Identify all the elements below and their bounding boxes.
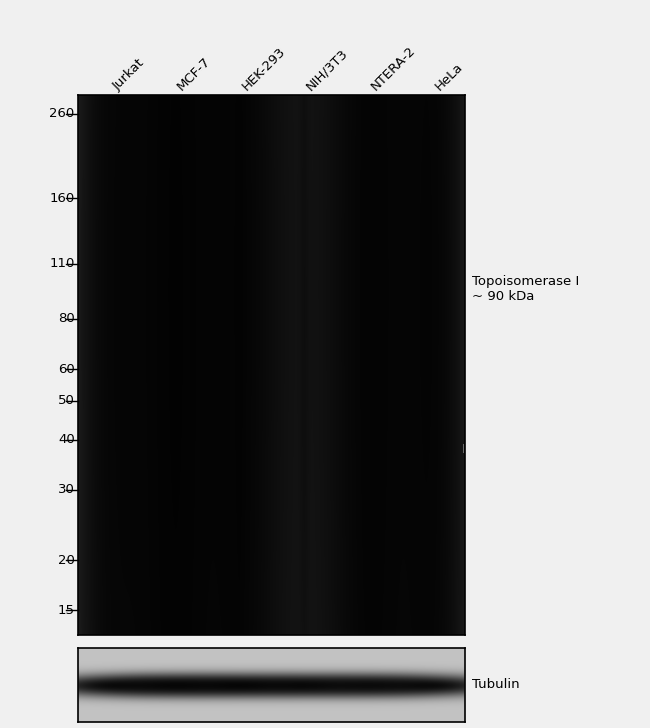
Text: 80: 80 <box>58 312 75 325</box>
Text: Jurkat: Jurkat <box>111 56 147 92</box>
Text: 40: 40 <box>58 433 75 446</box>
Text: 160: 160 <box>49 192 75 205</box>
Text: 50: 50 <box>58 395 75 407</box>
Text: 15: 15 <box>58 604 75 617</box>
Text: 20: 20 <box>58 553 75 566</box>
Text: 30: 30 <box>58 483 75 496</box>
Text: NIH/3T3: NIH/3T3 <box>304 46 350 92</box>
Text: HEK-293: HEK-293 <box>239 44 288 92</box>
Text: Tubulin: Tubulin <box>471 678 519 692</box>
Text: HeLa: HeLa <box>433 60 465 92</box>
Text: ~ 90 kDa: ~ 90 kDa <box>471 290 534 303</box>
Text: NTERA-2: NTERA-2 <box>369 44 418 92</box>
Text: 260: 260 <box>49 108 75 121</box>
Text: 110: 110 <box>49 257 75 270</box>
Text: MCF-7: MCF-7 <box>175 55 213 92</box>
Text: |: | <box>462 444 465 453</box>
Text: Topoisomerase I: Topoisomerase I <box>471 275 578 288</box>
Text: 60: 60 <box>58 363 75 376</box>
